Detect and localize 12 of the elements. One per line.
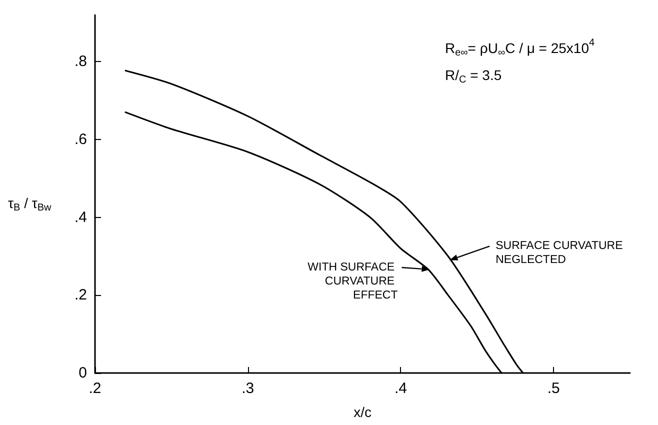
y-tick-label: 0 (78, 364, 87, 382)
annotation: SURFACE CURVATURE NEGLECTED (496, 240, 626, 266)
x-tick-label: .3 (242, 380, 254, 397)
y-tick-label: .2 (74, 286, 87, 304)
y-tick-label: .6 (74, 131, 87, 148)
annotation: WITH SURFACE CURVATURE EFFECT (308, 261, 398, 302)
x-tick-label: .5 (547, 380, 560, 397)
y-tick-label: .8 (74, 53, 87, 70)
y-tick-label: .4 (74, 208, 87, 226)
x-axis-title: x/c (354, 404, 372, 420)
x-tick-label: .4 (394, 380, 407, 397)
x-tick-label: .2 (88, 380, 102, 397)
